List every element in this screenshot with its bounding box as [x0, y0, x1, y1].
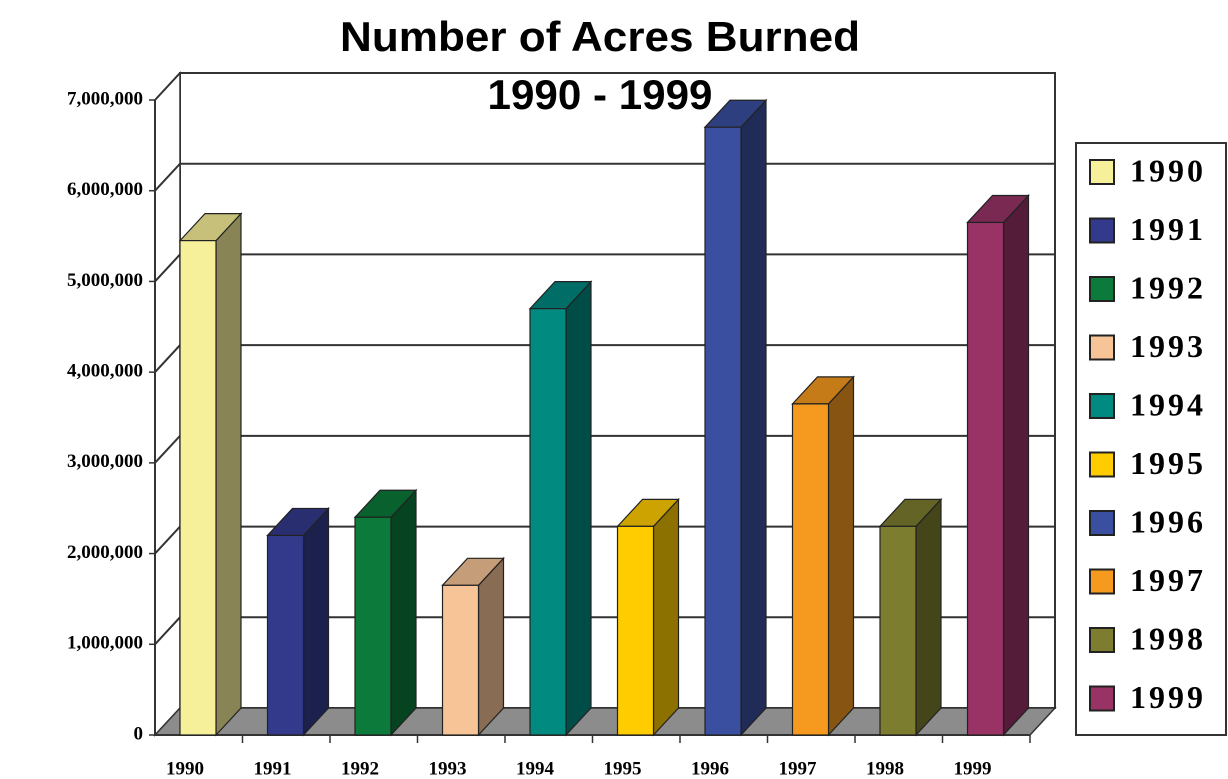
- bar-side: [740, 98, 767, 737]
- legend-label: 1993: [1130, 328, 1206, 364]
- x-tick-label: 1995: [604, 758, 642, 779]
- legend-swatch: [1089, 276, 1115, 302]
- x-tick-label: 1992: [341, 758, 379, 779]
- legend-label: 1991: [1130, 211, 1206, 247]
- legend-swatch: [1089, 685, 1115, 712]
- x-tick-label: 1993: [429, 758, 467, 779]
- legend-swatch: [1089, 334, 1115, 361]
- x-tick-label: 1997: [779, 758, 818, 779]
- bar-front: [529, 308, 567, 736]
- y-tick-label: 4,000,000: [67, 361, 143, 382]
- bar-side: [565, 280, 592, 737]
- bar-side: [302, 506, 330, 737]
- legend-label: 1990: [1130, 152, 1206, 188]
- x-tick-label: 1996: [691, 758, 729, 779]
- bar: [528, 280, 593, 737]
- bar: [878, 497, 943, 737]
- legend-swatch: [1089, 510, 1115, 536]
- legend-label: 1995: [1130, 445, 1206, 481]
- legend-label: 1994: [1130, 386, 1206, 422]
- legend-swatch: [1089, 217, 1115, 244]
- legend-swatch: [1089, 393, 1115, 419]
- left-wall: [154, 71, 181, 737]
- chart-title: Number of Acres Burned: [340, 13, 860, 60]
- legend-label: 1992: [1130, 269, 1206, 305]
- bar-front: [354, 516, 392, 736]
- x-tick-label: 1999: [954, 758, 992, 779]
- x-tick-label: 1991: [254, 758, 292, 779]
- y-tick-label: 0: [134, 723, 144, 744]
- bar: [441, 556, 505, 737]
- bar-front: [966, 221, 1005, 736]
- bar: [966, 193, 1030, 737]
- y-tick-label: 3,000,000: [67, 451, 143, 472]
- legend-label: 1999: [1130, 679, 1206, 715]
- bar: [791, 375, 855, 737]
- bar-front: [704, 126, 742, 736]
- bar-side: [827, 375, 855, 737]
- bar-front: [441, 584, 480, 736]
- chart-subtitle: 1990 - 1999: [488, 71, 713, 118]
- bar-side: [390, 488, 417, 737]
- bar: [178, 212, 243, 737]
- bar-front: [616, 525, 655, 736]
- grid-line: [154, 72, 1055, 101]
- legend-swatch: [1089, 568, 1115, 595]
- y-tick-label: 1,000,000: [67, 633, 143, 654]
- bar: [616, 497, 680, 737]
- y-tick-label: 2,000,000: [67, 542, 143, 563]
- y-tick-label: 6,000,000: [67, 179, 143, 200]
- x-tick-label: 1998: [866, 758, 904, 779]
- bar-front: [266, 534, 305, 736]
- bar-side: [215, 212, 242, 737]
- bar-side: [652, 497, 680, 737]
- legend-label: 1997: [1130, 562, 1206, 598]
- legend-label: 1996: [1130, 503, 1206, 539]
- bar-side: [915, 497, 942, 737]
- x-tick-label: 1990: [166, 758, 204, 779]
- bar-front: [179, 240, 217, 736]
- legend-swatch: [1089, 451, 1115, 478]
- bar: [703, 98, 768, 737]
- bar-side: [477, 556, 505, 737]
- legend-swatch: [1089, 159, 1115, 185]
- bar-front: [879, 525, 917, 736]
- legend: 1990 1991 1992 1993 1994 1995 1996 1997 1998 1999: [1075, 142, 1227, 736]
- bar: [266, 506, 330, 737]
- y-tick-label: 5,000,000: [67, 270, 143, 291]
- bar-front: [791, 403, 830, 736]
- bar: [353, 488, 418, 737]
- bar-side: [1002, 193, 1030, 737]
- x-tick-label: 1994: [516, 758, 555, 779]
- legend-swatch: [1089, 627, 1115, 653]
- y-tick-label: 7,000,000: [67, 88, 143, 109]
- legend-label: 1998: [1130, 620, 1206, 656]
